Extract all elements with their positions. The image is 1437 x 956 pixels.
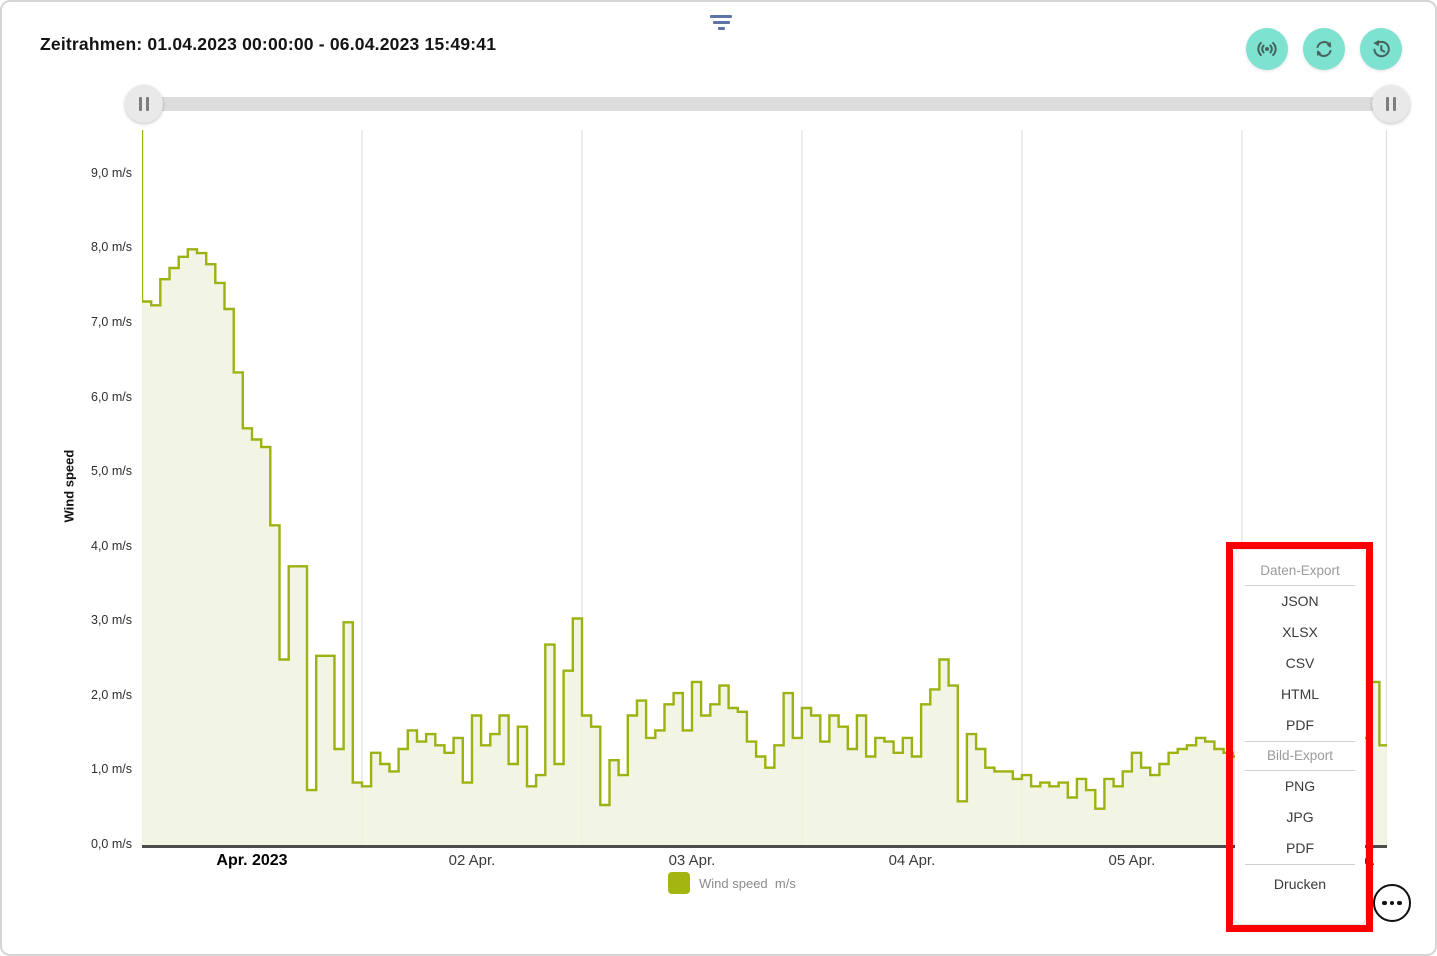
legend-label: Wind speed m/s [699,875,796,891]
step-line [142,130,1387,810]
menu-divider [1245,864,1355,865]
y-axis-title: Wind speed [61,449,77,523]
y-tick-label: 4,0 m/s [91,538,132,553]
broadcast-icon [1257,41,1277,57]
menu-divider [1245,770,1355,771]
time-range-slider-track[interactable] [142,97,1397,111]
x-axis-line [142,845,1387,848]
menu-item-jpg[interactable]: JPG [1286,809,1314,825]
x-tick-label: 04 Apr. [888,852,936,869]
refresh-button[interactable] [1303,28,1345,70]
y-tick-label: 1,0 m/s [91,762,132,777]
y-tick-label: 5,0 m/s [91,464,132,479]
live-mode-button[interactable] [1246,28,1288,70]
y-tick-label: 7,0 m/s [91,314,132,329]
y-tick-label: 3,0 m/s [91,613,132,628]
menu-item-png[interactable]: PNG [1284,778,1316,794]
menu-item-html[interactable]: HTML [1280,686,1320,702]
legend-swatch-icon [668,872,690,894]
chart-legend: Wind speed m/s [668,872,796,894]
menu-divider [1245,741,1355,742]
more-options-button[interactable] [1373,884,1411,922]
history-icon [1373,39,1390,58]
handle-grip-icon [1386,97,1389,111]
slider-handle-left[interactable] [125,85,163,123]
timeframe-title: Zeitrahmen: 01.04.2023 00:00:00 - 06.04.… [40,34,497,54]
x-tick-label: 05 Apr. [1108,852,1156,869]
refresh-icon [1316,41,1332,57]
x-tick-label: 02 Apr. [448,852,496,869]
export-menu: Daten-Export JSON XLSX CSV HTML PDF Bild-Expor… [1235,550,1365,924]
y-tick-label: 6,0 m/s [91,389,132,404]
wind-speed-chart [142,130,1387,846]
filter-icon[interactable] [708,15,734,31]
history-button[interactable] [1360,28,1402,70]
y-tick-label: 9,0 m/s [91,165,132,180]
y-tick-label: 8,0 m/s [91,240,132,255]
menu-section-header-bild-export: Bild-Export [1266,748,1334,763]
y-tick-label: 2,0 m/s [91,687,132,702]
ellipsis-icon [1382,900,1387,906]
handle-grip-icon [139,97,142,111]
menu-divider [1245,585,1355,586]
menu-item-pdf[interactable]: PDF [1286,717,1314,733]
slider-handle-right[interactable] [1372,85,1410,123]
menu-item-csv[interactable]: CSV [1285,655,1315,671]
menu-section-header-daten-export: Daten-Export [1260,563,1340,578]
x-tick-label: 03 Apr. [668,852,716,869]
menu-item-pdf[interactable]: PDF [1286,840,1314,856]
menu-item-drucken[interactable]: Drucken [1273,876,1327,892]
menu-item-json[interactable]: JSON [1281,593,1319,609]
menu-item-xlsx[interactable]: XLSX [1282,624,1318,640]
x-tick-label: Apr. 2023 [216,852,288,869]
y-tick-label: 0,0 m/s [91,837,132,851]
